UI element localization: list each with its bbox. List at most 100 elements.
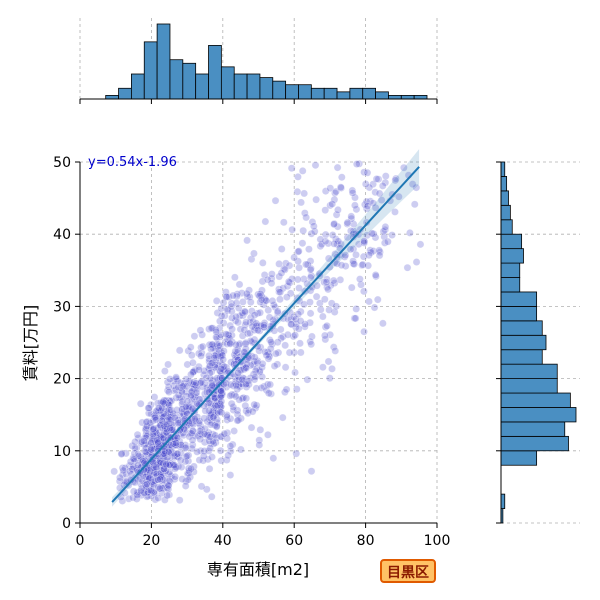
scatter-point <box>255 441 264 449</box>
scatter-point <box>195 395 204 404</box>
scatter-point <box>218 351 227 360</box>
scatter-point <box>364 261 373 270</box>
scatter-point <box>367 248 375 257</box>
scatter-point <box>213 309 222 317</box>
scatter-point <box>217 304 226 313</box>
scatter-point <box>261 217 270 226</box>
x-hist-bar <box>272 80 287 100</box>
scatter-point <box>150 393 159 401</box>
scatter-point <box>363 168 372 177</box>
scatter-point <box>220 347 228 355</box>
scatter-point <box>303 375 312 384</box>
scatter-point <box>293 187 302 196</box>
scatter-point <box>275 260 283 268</box>
scatter-point <box>273 338 282 347</box>
y-hist-bar <box>500 190 509 206</box>
scatter-point <box>306 318 314 327</box>
scatter-point <box>177 463 186 471</box>
scatter-point <box>352 205 361 214</box>
scatter-point <box>284 330 292 339</box>
y-hist-bar <box>500 291 538 307</box>
scatter-point <box>215 346 223 354</box>
scatter-point <box>116 484 124 492</box>
scatter-point <box>321 335 330 344</box>
scatter-point <box>330 195 339 204</box>
scatter-point <box>160 465 168 474</box>
scatter-point <box>384 237 392 246</box>
y-hist-bar <box>500 421 566 437</box>
scatter-point <box>217 432 225 441</box>
scatter-point <box>154 438 162 447</box>
scatter-point <box>363 202 372 210</box>
scatter-point <box>323 275 331 284</box>
scatter-point <box>256 425 265 434</box>
scatter-point <box>262 386 271 394</box>
scatter-point <box>328 365 336 373</box>
scatter-point <box>233 410 242 419</box>
scatter-point <box>270 301 278 309</box>
scatter-point <box>154 404 163 412</box>
scatter-point <box>181 443 190 452</box>
scatter-point <box>172 373 180 382</box>
scatter-point <box>325 374 334 383</box>
scatter-point <box>323 283 331 292</box>
scatter-point <box>288 225 297 234</box>
scatter-point <box>200 430 209 438</box>
scatter-point <box>292 385 301 394</box>
scatter-point <box>199 452 208 460</box>
scatter-point <box>302 213 310 222</box>
scatter-point <box>164 485 173 494</box>
scatter-point <box>164 360 172 369</box>
scatter-point <box>243 236 251 245</box>
scatter-point <box>186 343 195 352</box>
scatter-point <box>118 449 126 458</box>
scatter-point <box>217 387 225 396</box>
x-hist-bar <box>349 87 364 100</box>
scatter-point <box>291 368 299 377</box>
scatter-point <box>313 281 321 290</box>
scatter-point <box>333 259 341 268</box>
scatter-point <box>325 306 333 314</box>
scatter-point <box>306 273 315 282</box>
scatter-point <box>300 189 308 198</box>
scatter-point <box>139 457 147 465</box>
y-hist-bar <box>500 262 521 278</box>
scatter-point <box>195 349 203 358</box>
scatter-point <box>264 430 272 439</box>
scatter-point <box>379 319 387 328</box>
regression-layer <box>111 149 420 507</box>
scatter-point <box>378 182 387 190</box>
scatter-point <box>189 368 197 377</box>
scatter-point <box>337 173 346 182</box>
x-hist-bar <box>310 87 325 100</box>
y-axis-title: 賃料[万円] <box>21 305 40 382</box>
scatter-point <box>207 324 216 333</box>
scatter-point <box>348 189 357 197</box>
scatter-point <box>192 379 201 387</box>
scatter-point <box>264 389 273 398</box>
scatter-point <box>321 237 330 246</box>
scatter-point <box>263 380 272 389</box>
scatter-point <box>294 275 302 284</box>
x-hist-bar <box>195 73 209 100</box>
scatter-point <box>270 362 279 370</box>
x-tick-label: 60 <box>285 533 303 549</box>
scatter-point <box>360 239 368 247</box>
scatter-point <box>257 295 266 304</box>
scatter-point <box>316 235 325 244</box>
scatter-point <box>370 303 379 312</box>
scatter-point <box>300 209 309 217</box>
scatter-point <box>134 461 142 470</box>
scatter-point <box>227 399 236 408</box>
scatter-point <box>242 363 250 372</box>
scatter-point <box>250 353 259 362</box>
scatter-point <box>183 452 192 460</box>
scatter-point <box>347 283 356 292</box>
y-hist-bar <box>500 219 513 235</box>
scatter-point <box>343 233 352 242</box>
scatter-point <box>190 378 198 387</box>
y-hist-bar <box>500 233 523 250</box>
scatter-point <box>361 180 370 188</box>
scatter-point <box>352 250 360 259</box>
scatter-point <box>240 307 249 316</box>
